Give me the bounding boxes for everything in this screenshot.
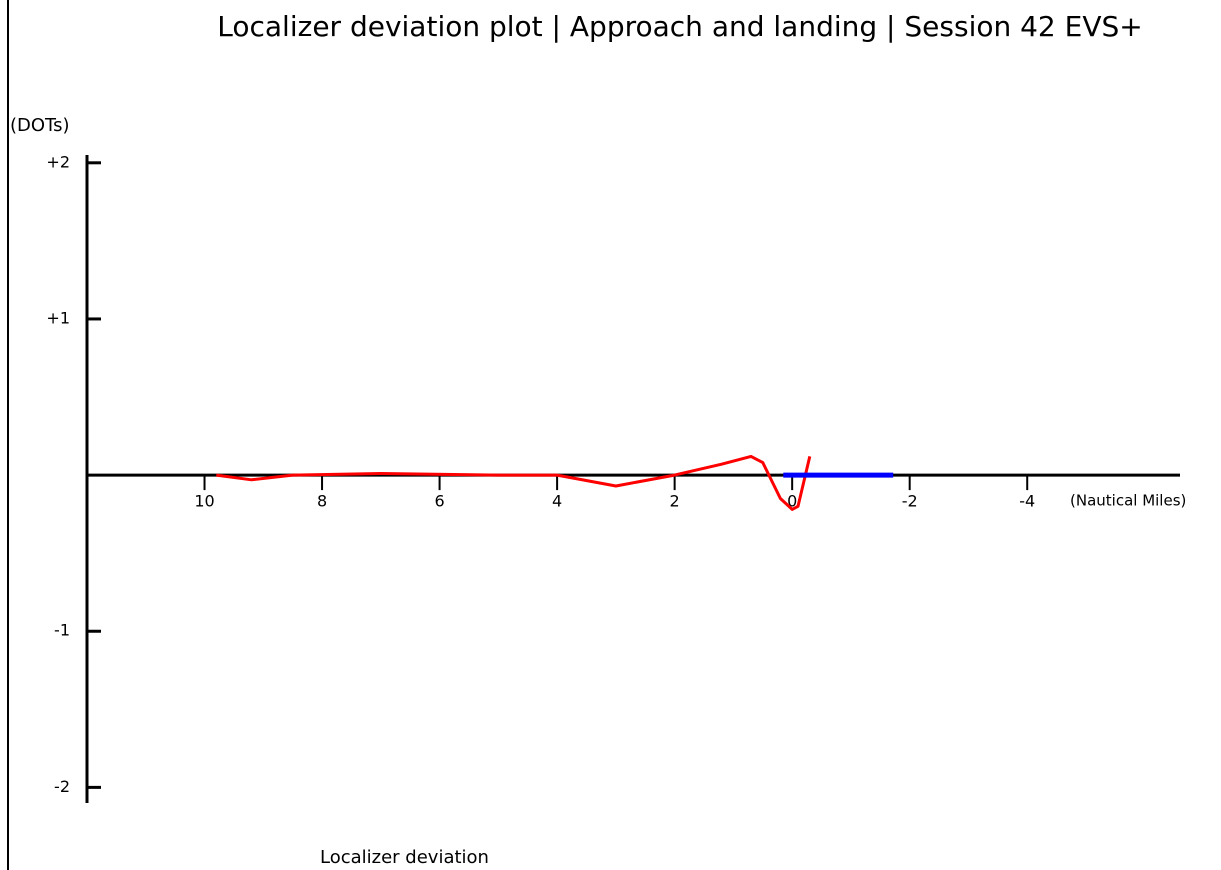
x-tick-label: 10 bbox=[194, 492, 214, 511]
x-tick-label: -4 bbox=[1019, 492, 1035, 511]
x-tick-label: 4 bbox=[552, 492, 562, 511]
x-tick-label: 8 bbox=[317, 492, 327, 511]
x-tick-label: -2 bbox=[902, 492, 918, 511]
chart-title: Localizer deviation plot | Approach and … bbox=[217, 10, 1142, 43]
y-tick-label: -1 bbox=[54, 621, 70, 640]
x-tick-label: 6 bbox=[434, 492, 444, 511]
y-tick-label: -2 bbox=[54, 777, 70, 796]
y-tick-label: +2 bbox=[46, 152, 70, 171]
x-tick-label: 2 bbox=[670, 492, 680, 511]
y-axis-label: (DOTs) bbox=[10, 115, 69, 136]
data-line bbox=[216, 454, 812, 511]
x-axis-label: (Nautical Miles) bbox=[1070, 492, 1186, 510]
x-tick-label: 0 bbox=[787, 492, 797, 511]
caption: Localizer deviation bbox=[320, 847, 489, 868]
y-tick-label: +1 bbox=[46, 308, 70, 327]
